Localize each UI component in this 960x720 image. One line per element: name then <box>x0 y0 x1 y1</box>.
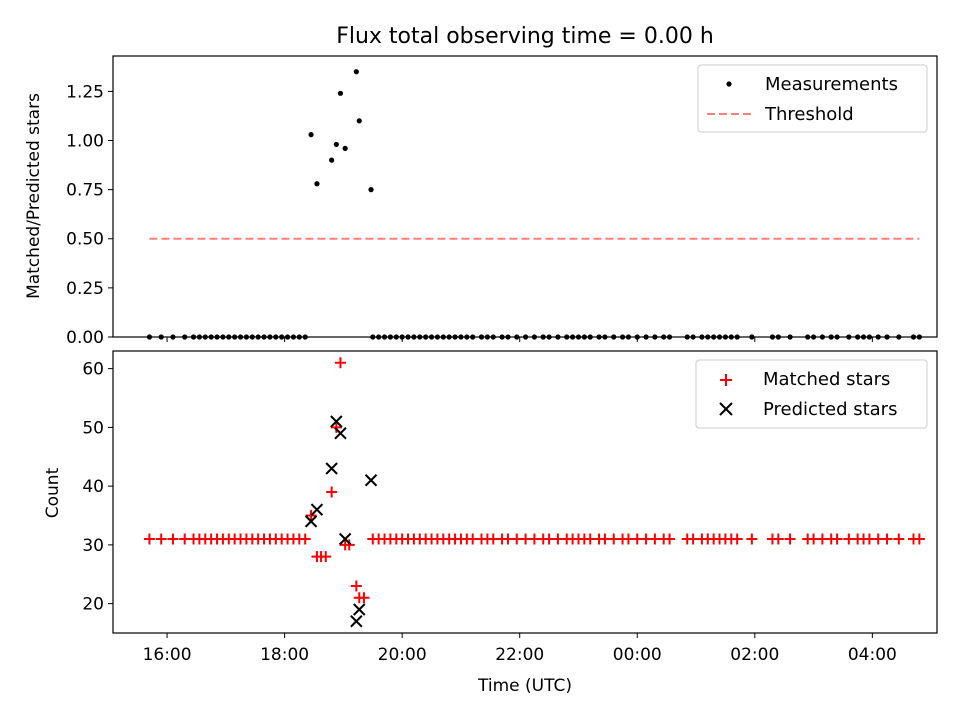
predicted-star-point <box>334 427 347 440</box>
x-tick-label: 18:00 <box>260 645 309 665</box>
matched-star-point <box>167 533 179 545</box>
matched-star-point <box>784 533 796 545</box>
legend-measurements-marker <box>726 81 732 87</box>
measurement-point <box>337 90 344 96</box>
predicted-star-point <box>304 515 318 528</box>
bottom-y-tick-label: 60 <box>82 360 104 380</box>
top-legend-box <box>697 64 928 133</box>
predicted-star-point <box>330 415 343 428</box>
matched-star-point <box>881 533 893 545</box>
matched-star-point <box>731 533 743 545</box>
predicted-star-point <box>310 503 324 516</box>
matched-star-point <box>893 533 905 545</box>
measurement-point <box>353 69 359 75</box>
matched-star-point <box>913 533 925 545</box>
matched-star-point <box>350 580 362 592</box>
matched-star-point <box>299 533 311 545</box>
predicted-star-point <box>325 462 338 475</box>
measurement-point <box>308 132 314 138</box>
predicted-star-point <box>350 615 363 628</box>
x-tick-label: 00:00 <box>613 645 662 665</box>
measurement-point <box>333 141 339 148</box>
matched-star-point <box>305 510 317 521</box>
matched-star-point <box>746 533 758 545</box>
measurement-point <box>356 118 362 124</box>
top-y-tick-label: 1.25 <box>66 82 104 102</box>
matched-star-point <box>334 357 346 369</box>
measurement-point <box>342 145 348 151</box>
top-y-tick-label: 0.25 <box>66 279 104 299</box>
measurement-point <box>329 157 335 163</box>
matched-star-point <box>772 533 784 545</box>
top-y-tick-label: 0.50 <box>66 230 104 250</box>
x-tick-label: 16:00 <box>143 645 192 665</box>
top-plot-frame <box>112 55 938 338</box>
chart-title: Flux total observing time = 0.00 h <box>336 24 714 49</box>
matched-star-point <box>664 533 676 545</box>
measurement-point <box>314 181 320 187</box>
bottom-legend: Matched stars Predicted stars <box>695 359 928 429</box>
predicted-star-point <box>364 474 378 487</box>
legend-predicted-marker <box>719 402 733 416</box>
top-y-tick-label: 1.00 <box>66 131 104 151</box>
bottom-plot-frame <box>112 350 938 634</box>
matched-star-point <box>143 533 155 545</box>
x-axis-label: Time (UTC) <box>477 676 572 696</box>
bottom-legend-box <box>695 359 928 429</box>
bottom-y-tick-label: 50 <box>82 418 104 438</box>
matched-star-point <box>155 533 167 545</box>
top-panel: Flux total observing time = 0.00 h 0.00 0… <box>24 24 938 348</box>
measurement-point <box>368 187 374 193</box>
matched-star-point <box>831 533 843 545</box>
bottom-y-tick-label: 40 <box>82 477 104 497</box>
x-tick-label: 02:00 <box>730 645 779 665</box>
legend-predicted-label: Predicted stars <box>763 399 897 420</box>
bottom-y-axis-label: Count <box>43 467 63 518</box>
top-legend: Measurements Threshold <box>697 64 928 133</box>
legend-measurements-label: Measurements <box>765 74 898 95</box>
matched-star-point <box>330 421 342 433</box>
x-tick-label: 04:00 <box>848 645 897 665</box>
predicted-star-point <box>353 603 366 616</box>
top-y-tick-label: 0.00 <box>66 328 104 348</box>
bottom-y-tick-label: 30 <box>82 536 104 556</box>
matched-star-point <box>320 551 332 563</box>
bottom-y-tick-label: 20 <box>82 595 104 615</box>
legend-threshold-label: Threshold <box>764 104 854 125</box>
matched-star-point <box>326 486 338 498</box>
legend-matched-marker <box>720 374 732 386</box>
matched-star-point <box>343 539 355 551</box>
x-tick-label: 22:00 <box>495 645 544 665</box>
top-y-tick-label: 0.75 <box>66 181 104 201</box>
legend-matched-label: Matched stars <box>763 369 890 390</box>
predicted-star-point <box>338 532 352 546</box>
x-tick-label: 20:00 <box>378 645 427 665</box>
bottom-panel: 20 30 40 50 60 16:00 18:00 20:00 22:00 00:00 02:00… <box>43 350 938 696</box>
top-y-axis-label: Matched/Predicted stars <box>24 93 44 299</box>
matched-star-point <box>358 592 370 604</box>
